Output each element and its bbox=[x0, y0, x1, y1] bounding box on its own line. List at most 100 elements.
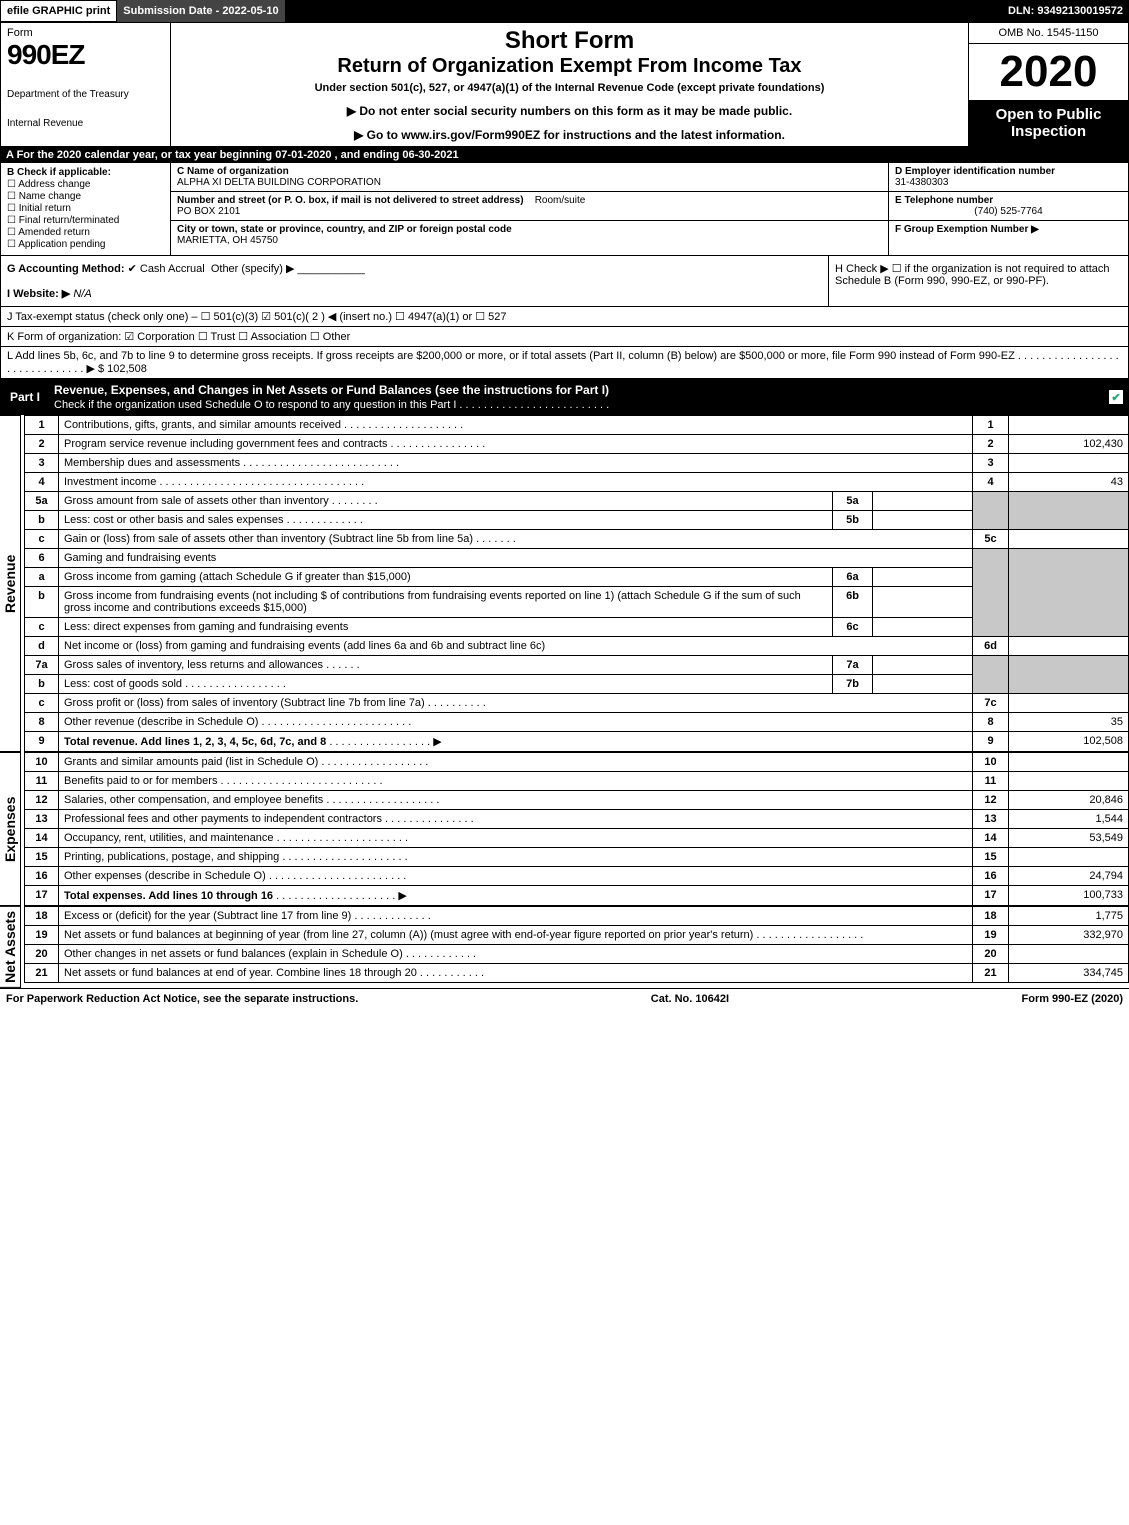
l9-desc: Total revenue. Add lines 1, 2, 3, 4, 5c,… bbox=[64, 736, 326, 748]
l14-desc: Occupancy, rent, utilities, and maintena… bbox=[64, 832, 274, 844]
expenses-section: Expenses 10Grants and similar amounts pa… bbox=[0, 752, 1129, 906]
chk-final-return[interactable]: ☐ Final return/terminated bbox=[7, 215, 164, 226]
header-left: Form 990EZ Department of the Treasury In… bbox=[1, 23, 171, 146]
expenses-table: 10 Grants and similar amounts paid (list … bbox=[24, 752, 1129, 906]
chk-initial-return[interactable]: ☐ Initial return bbox=[7, 203, 164, 214]
org-name: ALPHA XI DELTA BUILDING CORPORATION bbox=[177, 177, 381, 188]
l4-box: 4 bbox=[973, 473, 1009, 492]
l13-desc: Professional fees and other payments to … bbox=[64, 813, 382, 825]
l9-box: 9 bbox=[973, 732, 1009, 752]
chk-cash[interactable]: ✔ bbox=[128, 263, 137, 275]
line-4: 4Investment income . . . . . . . . . . .… bbox=[25, 473, 1129, 492]
l10-num: 10 bbox=[25, 753, 59, 772]
part-i-schedule-o-check[interactable]: ✔ bbox=[1109, 390, 1123, 404]
l5c-num: c bbox=[25, 530, 59, 549]
chk-amended-return[interactable]: ☐ Amended return bbox=[7, 227, 164, 238]
l6b-num: b bbox=[25, 587, 59, 618]
l6d-box: 6d bbox=[973, 637, 1009, 656]
l2-amt: 102,430 bbox=[1009, 435, 1129, 454]
org-addr-row: Number and street (or P. O. box, if mail… bbox=[171, 192, 888, 221]
d-label: D Employer identification number bbox=[895, 166, 1122, 177]
l21-box: 21 bbox=[973, 964, 1009, 983]
l5a-subval bbox=[873, 492, 973, 511]
l14-amt: 53,549 bbox=[1009, 829, 1129, 848]
l5ab-shade-amt bbox=[1009, 492, 1129, 530]
l21-amt: 334,745 bbox=[1009, 964, 1129, 983]
line-7c: cGross profit or (loss) from sales of in… bbox=[25, 694, 1129, 713]
l3-box: 3 bbox=[973, 454, 1009, 473]
l-gross-receipts: L Add lines 5b, 6c, and 7b to line 9 to … bbox=[0, 347, 1129, 379]
netassets-section: Net Assets 18Excess or (deficit) for the… bbox=[0, 906, 1129, 988]
l8-num: 8 bbox=[25, 713, 59, 732]
line-19: 19Net assets or fund balances at beginni… bbox=[25, 926, 1129, 945]
l6a-num: a bbox=[25, 568, 59, 587]
page-footer: For Paperwork Reduction Act Notice, see … bbox=[0, 988, 1129, 1009]
block-c: C Name of organization ALPHA XI DELTA BU… bbox=[171, 163, 888, 255]
website-val: N/A bbox=[73, 288, 91, 300]
omb-number: OMB No. 1545-1150 bbox=[969, 23, 1128, 44]
l16-num: 16 bbox=[25, 867, 59, 886]
l12-num: 12 bbox=[25, 791, 59, 810]
open-to-public: Open to Public Inspection bbox=[969, 100, 1128, 146]
ssn-warning: ▶ Do not enter social security numbers o… bbox=[179, 104, 960, 118]
c-name-label: C Name of organization bbox=[177, 166, 289, 177]
l18-box: 18 bbox=[973, 907, 1009, 926]
return-title: Return of Organization Exempt From Incom… bbox=[179, 55, 960, 78]
efile-print[interactable]: efile GRAPHIC print bbox=[0, 0, 117, 22]
l13-box: 13 bbox=[973, 810, 1009, 829]
l1-box: 1 bbox=[973, 416, 1009, 435]
j-tax-exempt: J Tax-exempt status (check only one) – ☐… bbox=[0, 307, 1129, 327]
l5ab-shade bbox=[973, 492, 1009, 530]
line-2: 2Program service revenue including gover… bbox=[25, 435, 1129, 454]
l5a-sub: 5a bbox=[833, 492, 873, 511]
line-6a: aGross income from gaming (attach Schedu… bbox=[25, 568, 1129, 587]
line-18: 18Excess or (deficit) for the year (Subt… bbox=[25, 907, 1129, 926]
form-number: 990EZ bbox=[7, 39, 164, 71]
d-val: 31-4380303 bbox=[895, 177, 1122, 188]
l6c-desc: Less: direct expenses from gaming and fu… bbox=[59, 618, 833, 637]
header-right: OMB No. 1545-1150 2020 Open to Public In… bbox=[968, 23, 1128, 146]
l7a-desc: Gross sales of inventory, less returns a… bbox=[64, 659, 323, 671]
l20-desc: Other changes in net assets or fund bala… bbox=[64, 948, 403, 960]
l3-desc: Membership dues and assessments bbox=[64, 457, 240, 469]
c-city-label: City or town, state or province, country… bbox=[177, 224, 512, 235]
chk-application-pending-label: Application pending bbox=[18, 239, 105, 250]
l7a-sub: 7a bbox=[833, 656, 873, 675]
chk-address-change-label: Address change bbox=[18, 179, 90, 190]
l13-amt: 1,544 bbox=[1009, 810, 1129, 829]
g-other: Other (specify) ▶ bbox=[211, 263, 295, 275]
chk-application-pending[interactable]: ☐ Application pending bbox=[7, 239, 164, 250]
line-9: 9 Total revenue. Add lines 1, 2, 3, 4, 5c… bbox=[25, 732, 1129, 752]
l5b-sub: 5b bbox=[833, 511, 873, 530]
b-title: B Check if applicable: bbox=[7, 167, 164, 178]
line-21: 21 Net assets or fund balances at end of … bbox=[25, 964, 1129, 983]
l1-desc: Contributions, gifts, grants, and simila… bbox=[64, 419, 341, 431]
l15-amt bbox=[1009, 848, 1129, 867]
line-5a: 5a Gross amount from sale of assets other… bbox=[25, 492, 1129, 511]
g-label: G Accounting Method: bbox=[7, 263, 125, 275]
g-accrual: Accrual bbox=[168, 263, 205, 275]
l5a-desc: Gross amount from sale of assets other t… bbox=[64, 495, 329, 507]
l20-amt bbox=[1009, 945, 1129, 964]
l4-num: 4 bbox=[25, 473, 59, 492]
l17-desc: Total expenses. Add lines 10 through 16 bbox=[64, 890, 273, 902]
chk-name-change[interactable]: ☐ Name change bbox=[7, 191, 164, 202]
tax-year: 2020 bbox=[969, 44, 1128, 100]
l16-desc: Other expenses (describe in Schedule O) bbox=[64, 870, 266, 882]
line-6: 6Gaming and fundraising events bbox=[25, 549, 1129, 568]
l10-desc: Grants and similar amounts paid (list in… bbox=[64, 756, 318, 768]
chk-address-change[interactable]: ☐ Address change bbox=[7, 179, 164, 190]
submission-date: Submission Date - 2022-05-10 bbox=[117, 0, 284, 22]
d-ein: D Employer identification number 31-4380… bbox=[889, 163, 1128, 192]
line-12: 12Salaries, other compensation, and empl… bbox=[25, 791, 1129, 810]
c-addr-label: Number and street (or P. O. box, if mail… bbox=[177, 195, 524, 206]
l21-desc: Net assets or fund balances at end of ye… bbox=[64, 967, 417, 979]
goto-link[interactable]: ▶ Go to www.irs.gov/Form990EZ for instru… bbox=[179, 128, 960, 142]
chk-amended-return-label: Amended return bbox=[18, 227, 90, 238]
l6-desc: Gaming and fundraising events bbox=[59, 549, 973, 568]
form-word: Form bbox=[7, 27, 164, 39]
room-label: Room/suite bbox=[535, 195, 586, 206]
dept-treasury: Department of the Treasury bbox=[7, 89, 164, 100]
form-header: Form 990EZ Department of the Treasury In… bbox=[0, 22, 1129, 147]
l12-box: 12 bbox=[973, 791, 1009, 810]
